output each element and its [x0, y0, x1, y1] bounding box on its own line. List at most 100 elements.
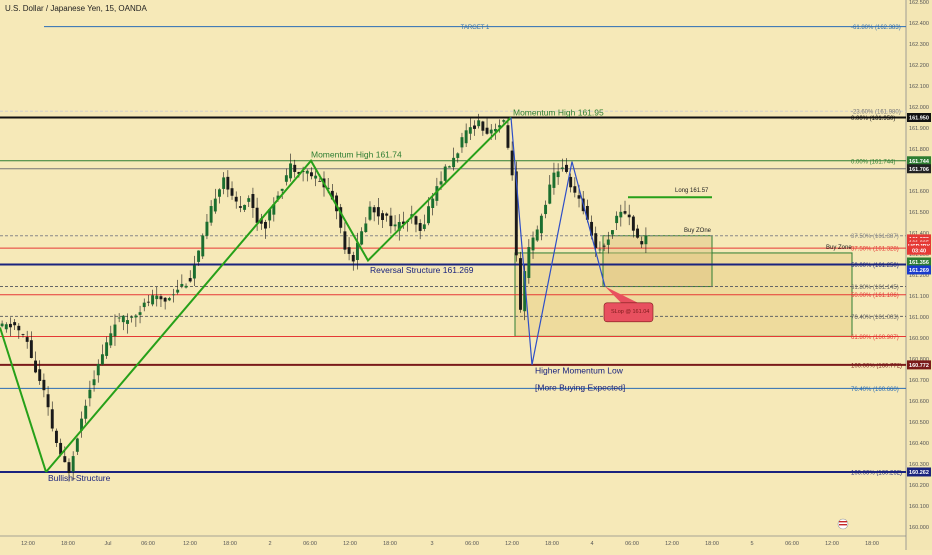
price-tag [907, 113, 931, 122]
candle-body [213, 198, 217, 212]
candle-body [201, 235, 205, 257]
candle-body [176, 289, 180, 293]
candle-body [452, 157, 456, 168]
price-tag-label: 161.744 [909, 159, 930, 165]
flag-icon-stripe [839, 521, 847, 523]
annotation-6: Bullish-Structure [48, 473, 111, 483]
candle-body [443, 166, 447, 181]
candle-body [172, 294, 175, 296]
level-label-4: 0.00% (161.744) [851, 159, 895, 165]
candle-body [611, 230, 614, 235]
candle-body [531, 237, 535, 251]
candle-body [439, 181, 443, 185]
candle-body [598, 249, 602, 251]
candle-body [276, 195, 280, 200]
candle-body [565, 164, 568, 172]
price-axis-background [906, 0, 932, 550]
y-tick-label: 161.800 [909, 147, 929, 153]
price-tag [907, 467, 931, 477]
candle-body [489, 129, 493, 134]
candle-body [314, 175, 318, 179]
level-label-15: 100.00% (160.262) [851, 470, 902, 476]
candle-body [577, 195, 581, 199]
candle-body [606, 239, 610, 245]
annotation-5: [More Buying Expected] [535, 383, 625, 393]
candle-body [468, 127, 472, 134]
candle-body [527, 247, 531, 278]
candle-body [8, 323, 12, 328]
y-tick-label: 160.600 [909, 399, 929, 405]
candle-body [548, 184, 552, 204]
candle-body [351, 255, 355, 262]
annotation-1: Momentum High 161.95 [513, 107, 604, 117]
level-label-12: 61.80% (160.907) [851, 335, 899, 341]
candle-body [67, 462, 71, 474]
candle-body [59, 442, 63, 455]
candle-body [71, 456, 75, 472]
candle-body [477, 120, 481, 127]
candle-body [251, 194, 255, 208]
candle-body [644, 235, 648, 245]
level-label-10: 50.00% (161.106) [851, 293, 899, 299]
candle-body [46, 394, 50, 408]
y-tick-label: 161.300 [909, 252, 929, 258]
candle-body [192, 265, 196, 279]
x-tick-label: 12:00 [505, 541, 519, 547]
x-tick-label: 12:00 [183, 541, 197, 547]
candle-body [619, 211, 623, 218]
level-label-1: -61.80% (162.383) [851, 25, 901, 31]
price-tag-label: 161.269 [909, 268, 929, 274]
sl-box [603, 302, 654, 323]
candle-body [50, 409, 54, 429]
candle-body [640, 241, 644, 245]
swing-line-2 [0, 327, 47, 473]
candle-body [34, 360, 37, 373]
candle-body [121, 315, 125, 323]
level-label-13: 100.00% (160.772) [851, 363, 902, 369]
candle-body [523, 271, 527, 312]
candle-body [414, 216, 418, 225]
level-label-14: 76.40% (160.660) [851, 387, 899, 393]
candle-body [21, 334, 25, 336]
candle-body [80, 418, 83, 431]
candle-body [631, 216, 635, 231]
candle-body [163, 297, 167, 302]
level-label-9: 61.80% (161.145) [851, 285, 899, 291]
candle-body [230, 188, 234, 196]
zone-2 [602, 235, 713, 288]
candle-body [539, 215, 543, 234]
candle-body [401, 221, 405, 225]
candle-body [397, 221, 401, 231]
y-tick-label: 161.500 [909, 210, 929, 216]
x-tick-label: 4 [590, 541, 593, 547]
y-tick-label: 162.300 [909, 42, 929, 48]
candle-body [247, 198, 251, 202]
candle-body [502, 120, 506, 122]
candle-body [594, 233, 598, 248]
y-tick-label: 160.500 [909, 420, 929, 426]
price-tag [907, 265, 931, 275]
price-tag-label: 03:40 [912, 248, 926, 254]
x-tick-label: 12:00 [825, 541, 839, 547]
candle-body [188, 278, 192, 282]
candle-body [167, 298, 171, 301]
y-tick-label: 160.100 [909, 504, 929, 510]
target-label: TARGET 1 [461, 25, 490, 31]
candle-body [284, 175, 288, 182]
y-tick-label: 161.200 [909, 273, 929, 279]
candle-body [151, 295, 155, 305]
candle-body [13, 322, 17, 326]
price-tag [907, 156, 931, 166]
candle-body [485, 127, 489, 134]
y-tick-label: 160.700 [909, 378, 929, 384]
swing-line-3 [510, 117, 606, 365]
candle-body [510, 150, 514, 176]
x-tick-label: 06:00 [303, 541, 317, 547]
candle-body [105, 342, 109, 356]
candle-body [238, 206, 242, 208]
y-tick-label: 162.000 [909, 105, 929, 111]
candle-body [226, 176, 230, 190]
candle-body [368, 206, 372, 220]
